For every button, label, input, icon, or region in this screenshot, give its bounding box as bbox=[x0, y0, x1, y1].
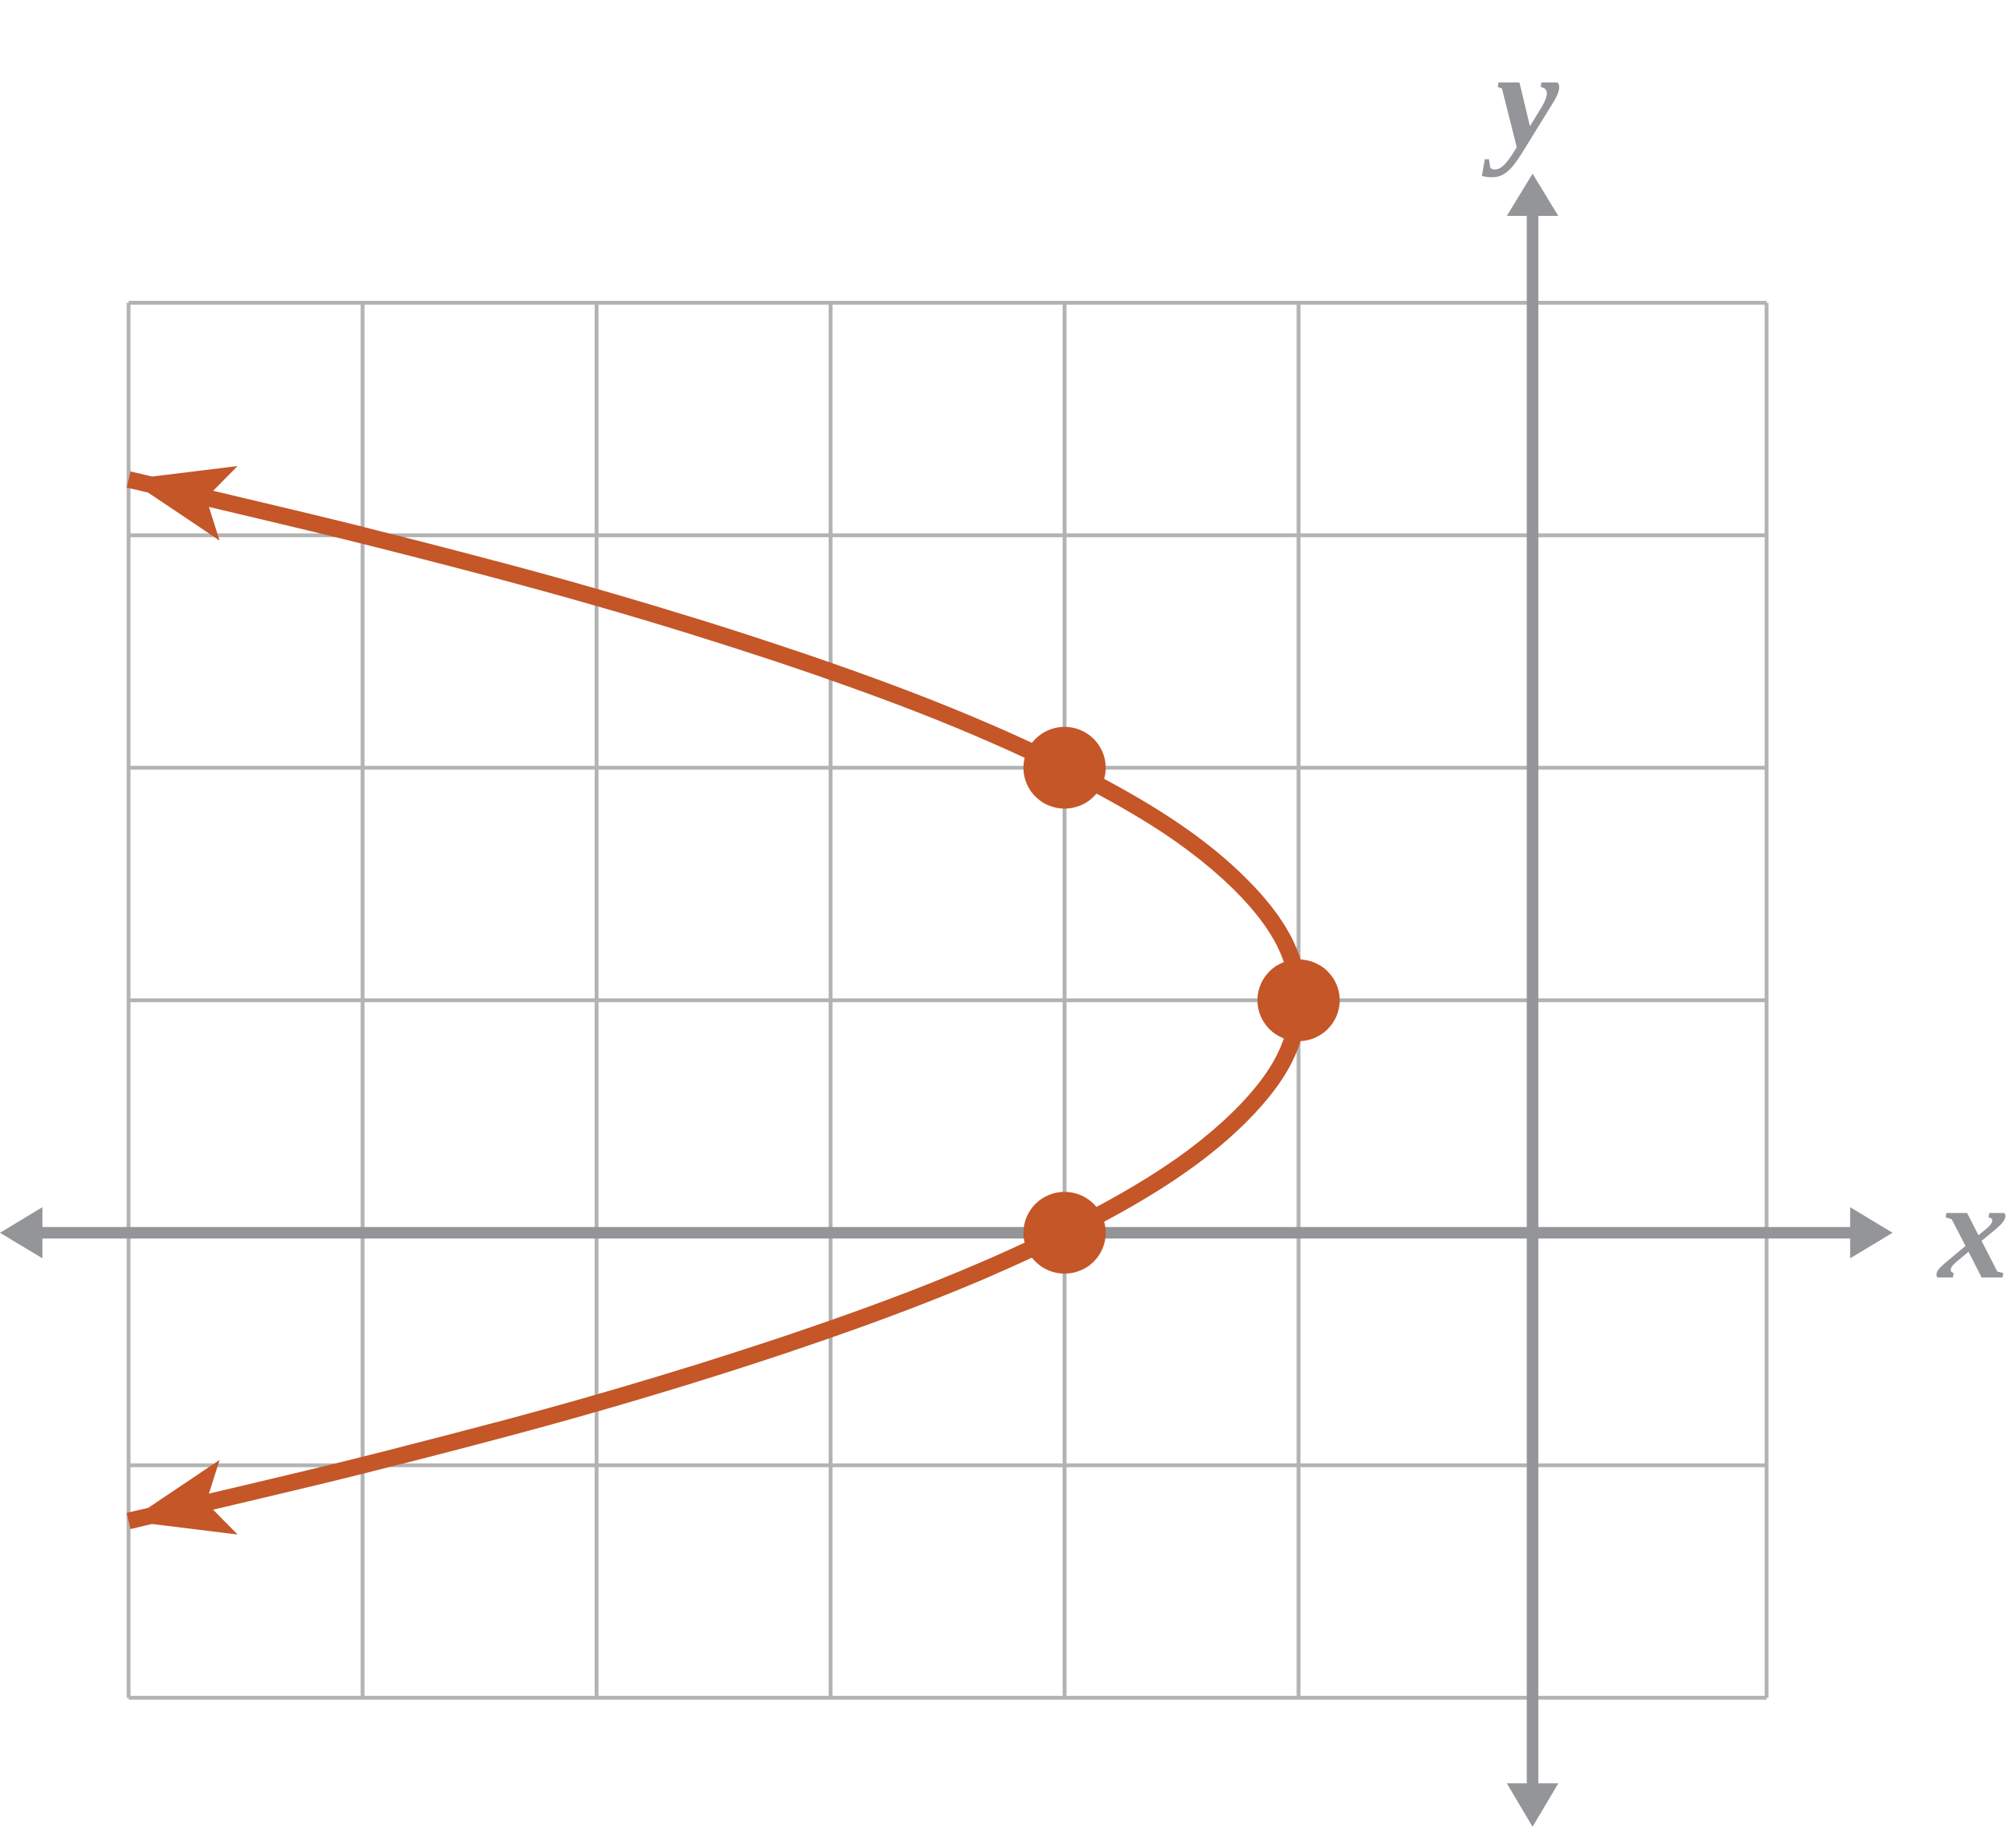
x-axis-label: x bbox=[1936, 1153, 2009, 1309]
point bbox=[1023, 726, 1106, 809]
curve-arrow bbox=[128, 465, 238, 541]
x-axis-arrow bbox=[0, 1206, 43, 1259]
grid bbox=[126, 301, 1769, 1700]
y-axis-arrow bbox=[1506, 173, 1558, 217]
plot bbox=[126, 465, 1340, 1535]
y-axis-arrow bbox=[1506, 1783, 1558, 1827]
point bbox=[1023, 1192, 1106, 1274]
axes bbox=[0, 173, 1893, 1827]
x-axis-arrow bbox=[1850, 1206, 1893, 1259]
point bbox=[1257, 959, 1340, 1041]
y-axis-label: y bbox=[1481, 23, 1559, 178]
curve-arrow bbox=[128, 1460, 238, 1535]
